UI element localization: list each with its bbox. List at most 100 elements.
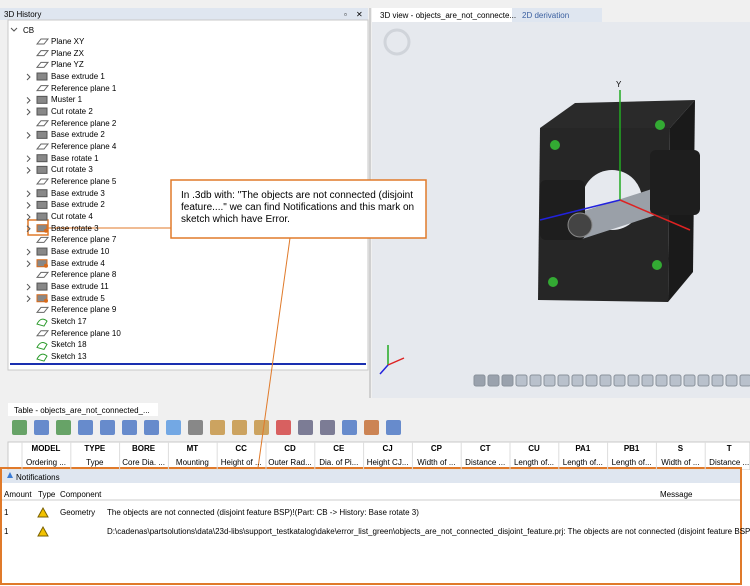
minimize-icon[interactable]: ▫ [344,10,347,19]
tool-button[interactable] [725,374,738,387]
column-name: Width of ... [417,458,456,467]
tab-active[interactable] [372,8,512,22]
history-titlebar [0,8,368,20]
component: Geometry [60,508,96,517]
tool-button[interactable] [12,420,27,435]
column-header: Component [60,490,102,499]
tool-button[interactable] [232,420,247,435]
tool-button[interactable] [655,374,668,387]
tool-button[interactable] [166,420,181,435]
tool-button[interactable] [543,374,556,387]
table-tab[interactable] [8,403,158,416]
tab-label[interactable]: 2D derivation [522,11,570,20]
tool-button[interactable] [473,374,486,387]
tool-button[interactable] [386,420,401,435]
column-code: S [677,444,684,453]
tree-item: Cut rotate 4 [51,212,93,222]
tab-inactive[interactable] [512,8,602,22]
column-code: CJ [382,444,393,453]
notifications-bg [0,470,750,586]
tool-button[interactable] [571,374,584,387]
solid-icon [36,282,48,291]
callout-pointer [257,237,291,469]
tool-button[interactable] [641,374,654,387]
column-code: TYPE [84,444,106,453]
tree-item: Sketch 17 [51,317,87,327]
message: The objects are not connected (disjoint … [107,508,419,517]
tree-item: Base extrude 4 [51,258,105,268]
expand-arrow [26,73,31,81]
tool-button[interactable] [557,374,570,387]
column-name: Core Dia. ... [122,458,165,467]
tree-item: Base extrude 11 [51,282,109,292]
sketch-icon [36,342,48,351]
table-title: Table - objects_are_not_connected_... [14,406,150,415]
tool-button[interactable] [188,420,203,435]
tool-button[interactable] [599,374,612,387]
tool-button[interactable] [669,374,682,387]
tool-button[interactable] [739,374,750,387]
tool-button[interactable] [342,420,357,435]
tool-button[interactable] [529,374,542,387]
column-code: CT [479,444,491,453]
tree-item: Plane XY [51,37,85,46]
column-name: Distance ... [709,458,750,467]
axis-label: Y [616,80,622,89]
tree-item: Reference plane 4 [51,142,117,152]
plane-icon [35,38,50,45]
tool-button[interactable] [144,420,159,435]
tool-button[interactable] [276,420,291,435]
tool-button[interactable] [100,420,115,435]
tool-button[interactable] [515,374,528,387]
tool-button[interactable] [711,374,724,387]
tool-button[interactable] [34,420,49,435]
column-name: Distance ... [465,458,506,467]
column-code: T [726,444,732,453]
column-code: MT [186,444,199,453]
error-badge [44,298,48,303]
tool-button[interactable] [78,420,93,435]
tool-button[interactable] [697,374,710,387]
model-hole [550,140,560,150]
tool-button[interactable] [254,420,269,435]
close-icon[interactable]: ✕ [356,10,363,19]
column-header: Message [660,490,693,499]
column-name: Height of ... [220,458,262,467]
axis-x [539,199,621,221]
tool-button[interactable] [56,420,71,435]
expand-arrow [26,225,31,233]
tree-item: Base rotate 3 [51,223,99,233]
tree-item: Base rotate 1 [51,153,99,163]
tool-button[interactable] [320,420,335,435]
tree-item: Base extrude 1 [51,72,105,81]
axis-z [619,199,691,231]
column-code: PA1 [575,444,591,453]
tool-button[interactable] [298,420,313,435]
tool-button[interactable] [122,420,137,435]
column-code: CU [528,444,540,453]
tree-item: Base extrude 10 [51,247,110,257]
model-top [540,100,695,128]
tool-button[interactable] [210,420,225,435]
tree-item: Reference plane 7 [51,235,117,245]
column-name: Outer Rad... [268,458,312,467]
tool-button[interactable] [613,374,626,387]
tool-button[interactable] [585,374,598,387]
tree-item: Cut rotate 2 [51,107,93,117]
tool-button[interactable] [627,374,640,387]
tree-item: Plane YZ [51,60,84,70]
tab-label[interactable]: 3D view - objects_are_not_connecte... [380,11,517,20]
plane-icon [35,120,50,127]
warning-icon [37,525,49,537]
plane-icon [35,143,50,150]
tree-item: Base extrude 3 [51,188,105,198]
tool-button[interactable] [501,374,514,387]
notifications-icon [7,472,13,478]
column-code: BORE [132,444,156,453]
tool-button[interactable] [364,420,379,435]
tool-button[interactable] [487,374,500,387]
column-name: Type [86,458,104,467]
tool-button[interactable] [683,374,696,387]
tree-item: Reference plane 9 [51,305,117,315]
solid-icon [36,200,48,209]
